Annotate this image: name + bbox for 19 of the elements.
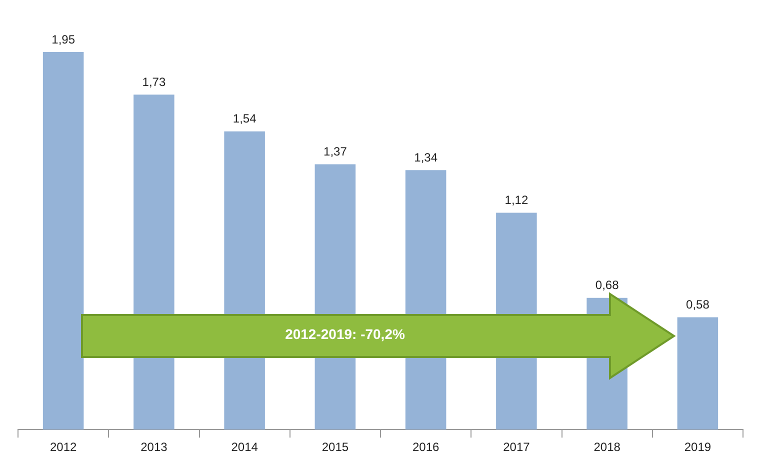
bar — [42, 52, 84, 430]
x-tick-label: 2015 — [322, 440, 349, 454]
data-label: 1,34 — [414, 150, 438, 164]
x-tick-label: 2017 — [503, 440, 530, 454]
x-tick-label: 2014 — [231, 440, 258, 454]
x-tick-label: 2016 — [412, 440, 440, 454]
data-label: 0,58 — [686, 298, 710, 312]
data-label: 0,68 — [595, 278, 620, 292]
data-label: 1,37 — [324, 144, 348, 159]
x-tick-label: 2018 — [594, 440, 621, 454]
x-tick-label: 2012 — [50, 440, 77, 454]
data-label: 1,12 — [504, 193, 528, 208]
bar — [677, 317, 718, 430]
annotation: 2012-2019: -70,2% — [284, 326, 406, 342]
data-label: 1,73 — [142, 74, 166, 89]
data-label: 1,95 — [52, 32, 76, 46]
data-label: 1,54 — [232, 112, 257, 126]
x-tick-label: 2019 — [684, 440, 712, 454]
x-tick-label: 2013 — [140, 440, 168, 454]
